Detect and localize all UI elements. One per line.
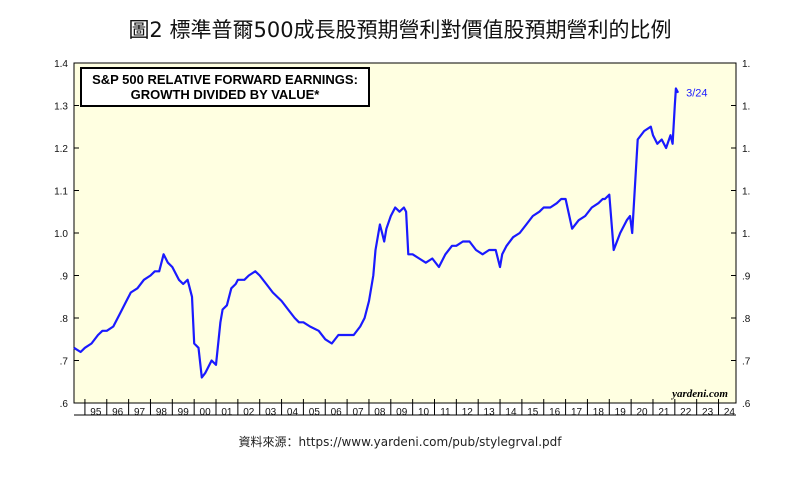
- axis-tick-labels: .6 .6 .7 .7 .8 .8 .9 .9 1.0 1. 1.1 1. 1.2 1. 1.3 1. 1.4 1…: [54, 59, 751, 418]
- chart-title-box: [80, 67, 370, 107]
- x-tick-label: 19: [615, 407, 627, 418]
- y-tick-label-right: 1.: [742, 59, 750, 70]
- x-tick-label: 98: [156, 407, 168, 418]
- chart-title: S&P 500 RELATIVE FORWARD EARNINGS:: [92, 72, 358, 87]
- x-tick-label: 17: [571, 407, 583, 418]
- x-tick-label: 21: [658, 407, 670, 418]
- y-tick-label-left: 1.1: [54, 187, 68, 198]
- x-tick-label: 97: [134, 407, 146, 418]
- series-line: [73, 87, 680, 379]
- x-tick-label: 13: [484, 407, 496, 418]
- x-tick-label: 15: [527, 407, 539, 418]
- y-tick-label-left: 1.4: [54, 59, 68, 70]
- y-tick-label-right: 1.: [742, 144, 750, 155]
- y-tick-label-right: 1.: [742, 187, 750, 198]
- y-tick-label-left: .9: [60, 272, 69, 283]
- y-tick-label-left: 1.3: [54, 102, 68, 113]
- x-tick-label: 04: [287, 407, 299, 418]
- x-tick-label: 18: [593, 407, 605, 418]
- x-tick-label: 22: [680, 407, 692, 418]
- x-tick-label: 06: [331, 407, 343, 418]
- x-tick-label: 00: [200, 407, 212, 418]
- x-tick-label: 07: [352, 407, 364, 418]
- x-tick-label: 14: [505, 407, 517, 418]
- y-tick-label-left: .6: [60, 399, 69, 410]
- x-tick-label: 01: [221, 407, 233, 418]
- x-tick-label: 10: [418, 407, 430, 418]
- page-title: 圖2 標準普爾500成長股預期營利對價值股預期營利的比例: [128, 18, 672, 42]
- y-tick-label-right: .8: [742, 314, 751, 325]
- x-tick-label: 16: [549, 407, 561, 418]
- x-tick-label: 20: [636, 407, 648, 418]
- chart-subtitle: GROWTH DIVIDED BY VALUE*: [131, 87, 321, 102]
- x-tick-label: 99: [178, 407, 190, 418]
- x-tick-label: 12: [462, 407, 474, 418]
- y-tick-label-right: 1.: [742, 229, 750, 240]
- x-tick-label: 05: [309, 407, 321, 418]
- x-tick-label: 96: [112, 407, 124, 418]
- x-tick-label: 09: [396, 407, 408, 418]
- y-tick-label-left: .8: [60, 314, 69, 325]
- x-tick-label: 23: [702, 407, 714, 418]
- y-tick-label-right: .7: [742, 357, 751, 368]
- axis-ticks: [74, 62, 736, 416]
- y-tick-label-right: 1.: [742, 102, 750, 113]
- x-tick-label: 24: [724, 407, 736, 418]
- x-tick-label: 02: [243, 407, 255, 418]
- plot-area: [73, 62, 737, 404]
- x-tick-label: 03: [265, 407, 277, 418]
- y-tick-label-left: .7: [60, 357, 69, 368]
- x-tick-label: 95: [90, 407, 102, 418]
- x-tick-label: 08: [374, 407, 386, 418]
- x-tick-label: 11: [440, 407, 451, 418]
- y-tick-label-right: .6: [742, 399, 751, 410]
- y-tick-label-right: .9: [742, 272, 751, 283]
- source-note: 資料來源：https://www.yardeni.com/pub/stylegr…: [238, 435, 562, 449]
- brand-label: yardeni.com: [670, 388, 728, 400]
- y-tick-label-left: 1.0: [54, 229, 68, 240]
- latest-value-annotation: 3/24: [686, 88, 707, 100]
- y-tick-label-left: 1.2: [54, 144, 68, 155]
